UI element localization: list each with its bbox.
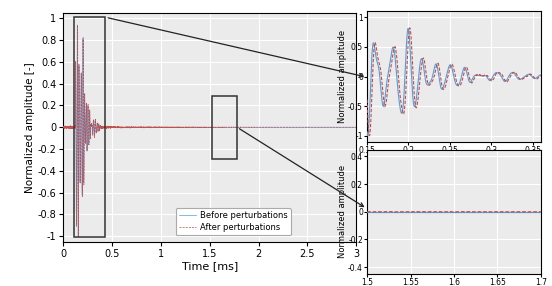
- Before perturbations: [246, 126, 253, 129]
- After perturbations: [75, 235, 82, 238]
- After perturbations: [293, 126, 300, 129]
- After perturbations: [60, 125, 67, 128]
- Before perturbations: [60, 126, 67, 129]
- Before perturbations: [312, 126, 319, 129]
- Before perturbations: [224, 126, 231, 129]
- Y-axis label: Normalized amplitude [-]: Normalized amplitude [-]: [25, 62, 35, 193]
- Before perturbations: [352, 126, 359, 129]
- Bar: [212, 96, 237, 159]
- Before perturbations: [353, 126, 359, 129]
- Before perturbations: [75, 235, 82, 238]
- After perturbations: [74, 23, 81, 27]
- Legend: Before perturbations, After perturbations: Before perturbations, After perturbation…: [176, 208, 291, 235]
- After perturbations: [353, 126, 359, 129]
- After perturbations: [312, 126, 319, 129]
- Before perturbations: [293, 126, 300, 129]
- Line: Before perturbations: Before perturbations: [63, 25, 356, 236]
- Y-axis label: Normalized amplitude: Normalized amplitude: [338, 165, 347, 258]
- Y-axis label: Normalized amplitude: Normalized amplitude: [338, 30, 347, 123]
- X-axis label: Time [ms]: Time [ms]: [431, 156, 477, 165]
- Before perturbations: [147, 126, 154, 129]
- Line: After perturbations: After perturbations: [63, 25, 356, 237]
- After perturbations: [224, 126, 231, 129]
- Before perturbations: [74, 23, 81, 27]
- X-axis label: Time [ms]: Time [ms]: [182, 261, 238, 271]
- After perturbations: [352, 126, 359, 129]
- Bar: [74, 17, 105, 237]
- After perturbations: [147, 126, 154, 129]
- After perturbations: [246, 126, 253, 129]
